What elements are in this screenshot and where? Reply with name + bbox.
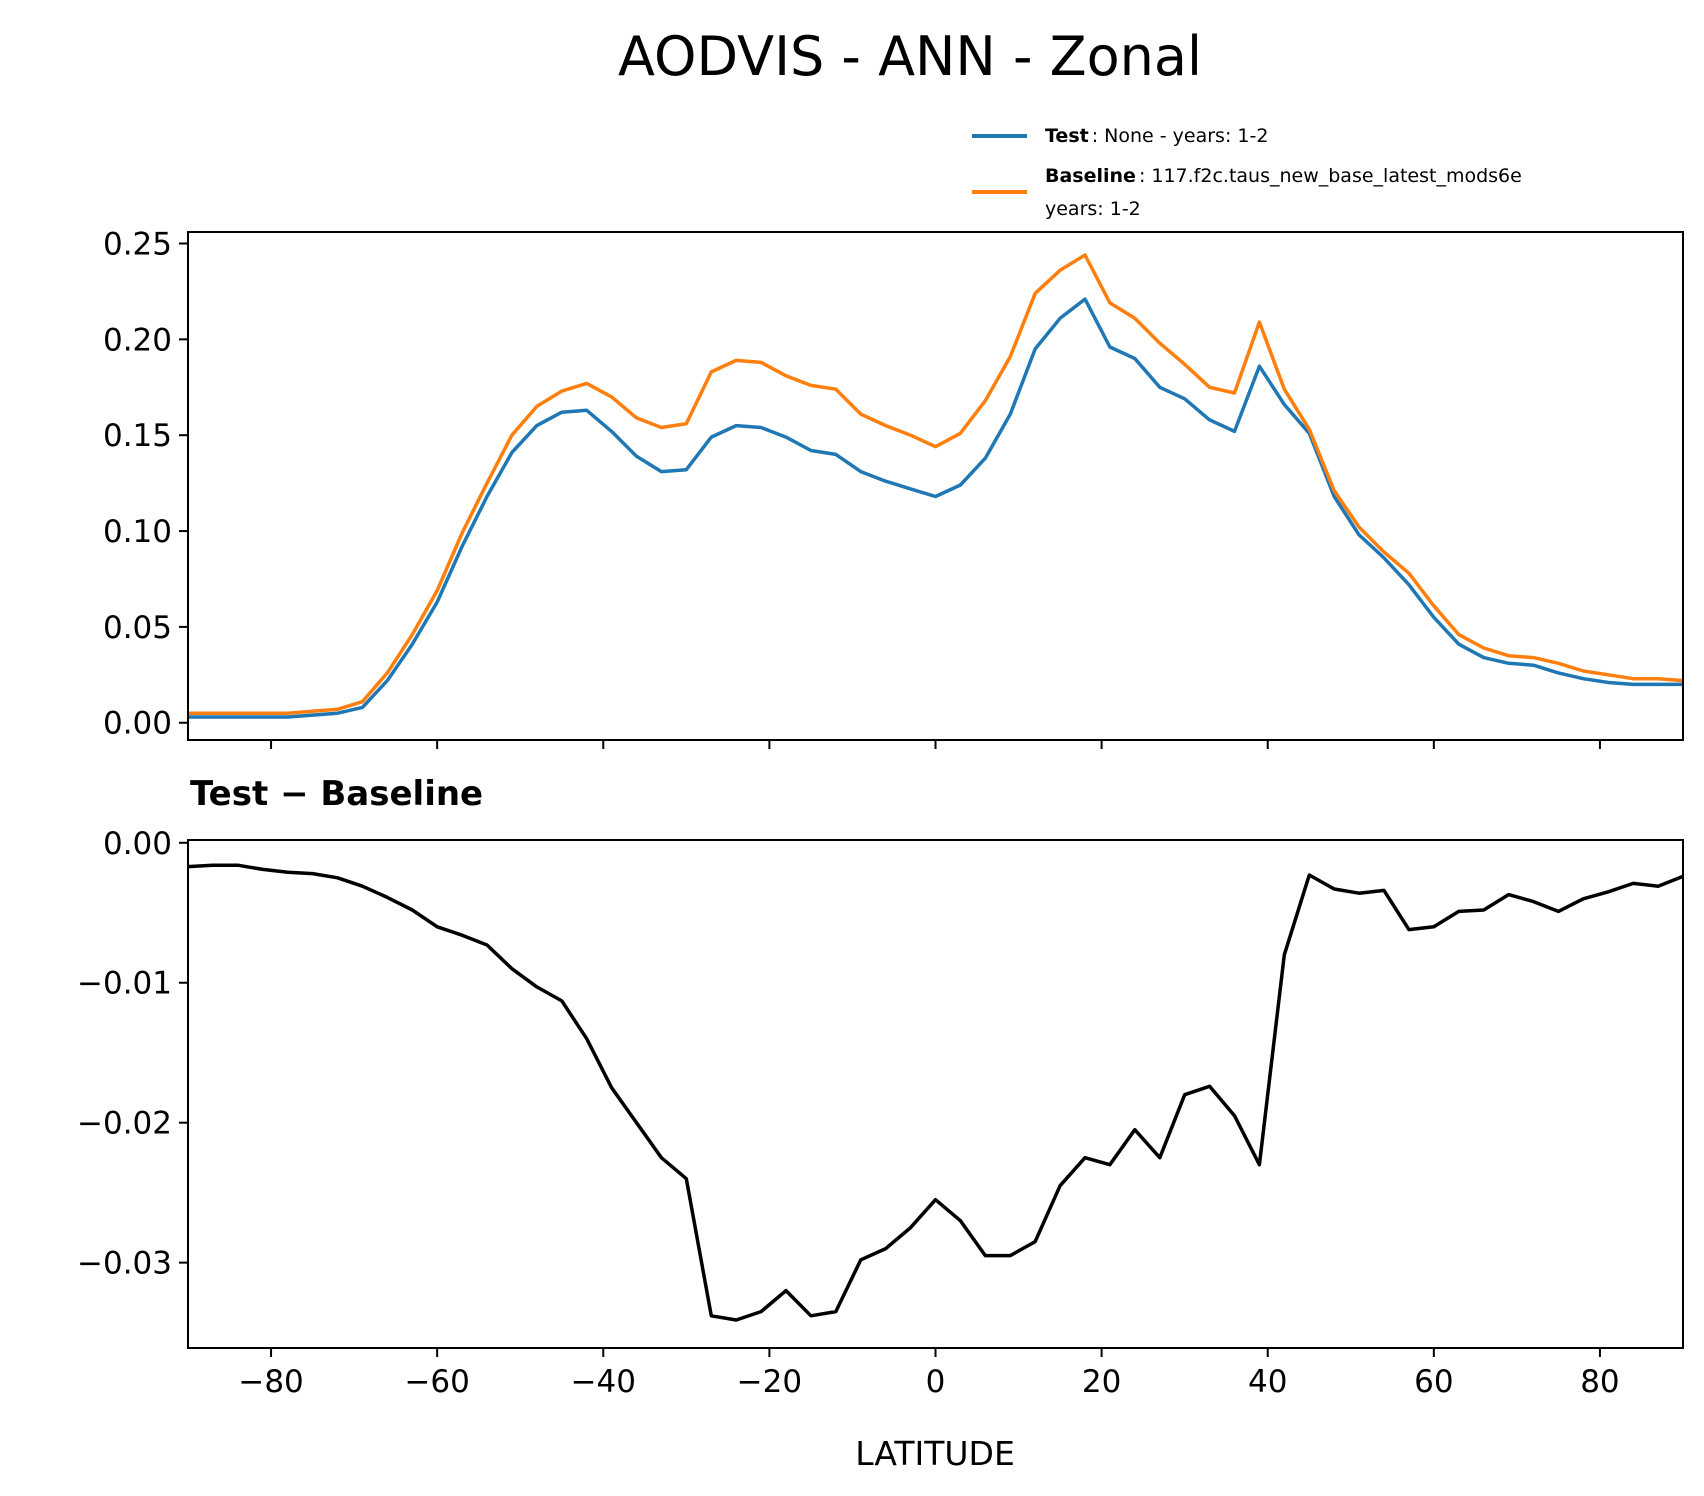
legend-name: Baseline xyxy=(1045,165,1136,187)
y-tick-label: 0.00 xyxy=(103,706,172,742)
legend-detail: years: 1-2 xyxy=(1045,198,1141,220)
x-tick-label: 60 xyxy=(1414,1364,1453,1400)
x-tick-label: −20 xyxy=(737,1364,802,1400)
x-tick-label: 40 xyxy=(1248,1364,1287,1400)
legend-entry: Baseline: 117.f2c.taus_new_base_latest_m… xyxy=(1045,165,1522,187)
y-tick-label: 0.05 xyxy=(103,610,172,646)
y-tick-label: −0.01 xyxy=(77,966,172,1002)
x-tick-label: −60 xyxy=(404,1364,469,1400)
x-tick-label: 20 xyxy=(1082,1364,1121,1400)
y-tick-label: 0.25 xyxy=(103,227,172,263)
legend-entry: Test: None - years: 1-2 xyxy=(1045,125,1268,147)
y-tick-label: 0.15 xyxy=(103,418,172,454)
plot-frame xyxy=(187,231,1684,741)
data-line xyxy=(188,297,1683,719)
data-line xyxy=(187,863,1684,1322)
x-tick-label: 80 xyxy=(1580,1364,1619,1400)
data-line xyxy=(188,253,1684,715)
y-tick-label: 0.10 xyxy=(103,514,172,550)
legend-detail: : 117.f2c.taus_new_base_latest_mods6e xyxy=(1139,165,1522,187)
legend-name: Test xyxy=(1045,125,1089,147)
y-tick-label: −0.02 xyxy=(77,1106,172,1142)
panel-title: Test − Baseline xyxy=(190,774,483,814)
x-tick-label: 0 xyxy=(926,1364,946,1400)
x-tick-label: −40 xyxy=(571,1364,636,1400)
x-tick-label: −80 xyxy=(238,1364,303,1400)
plot-frame xyxy=(187,839,1684,1349)
y-tick-label: 0.00 xyxy=(103,826,172,862)
y-tick-label: −0.03 xyxy=(77,1246,172,1282)
chart-title: AODVIS - ANN - Zonal xyxy=(618,25,1202,88)
y-tick-label: 0.20 xyxy=(103,322,172,358)
x-axis-label: LATITUDE xyxy=(855,1434,1015,1473)
legend-detail: : None - years: 1-2 xyxy=(1092,125,1269,147)
